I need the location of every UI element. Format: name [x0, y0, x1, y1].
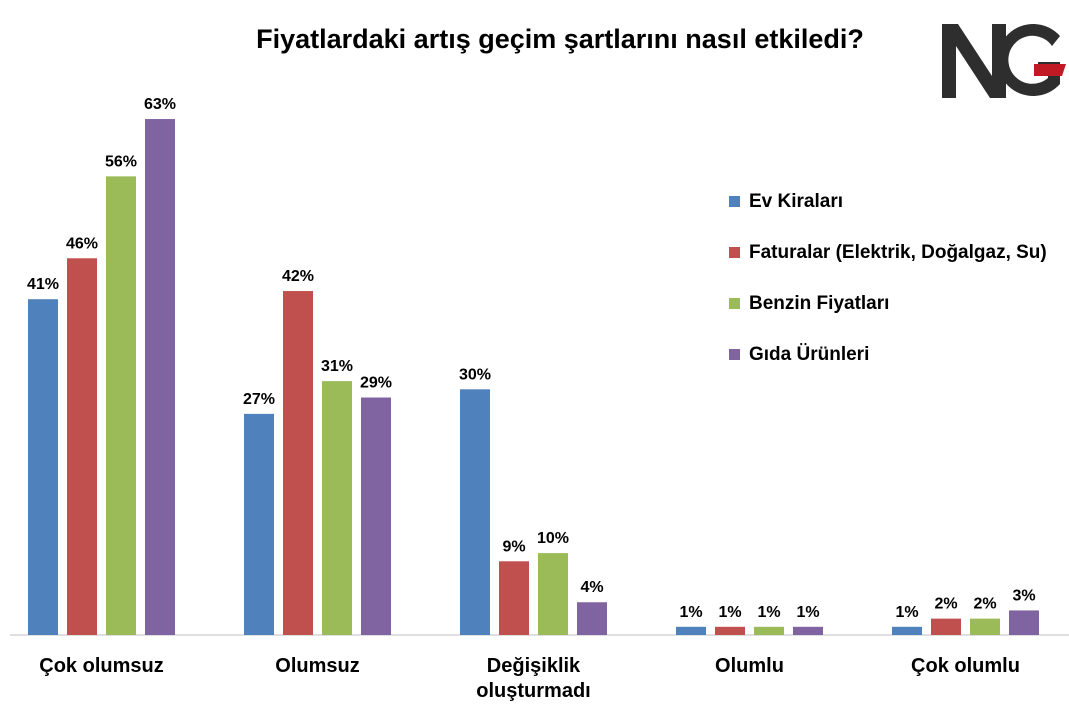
bar-ev-kiralari-cok-olumsuz — [28, 299, 58, 635]
bar-benzin-fiyatlari-olumlu — [754, 626, 784, 635]
data-label: 2% — [934, 596, 957, 613]
ng-logo — [942, 24, 1066, 98]
bar-ev-kiralari-olumlu — [676, 626, 706, 635]
category-label: Olumsuz — [275, 655, 359, 677]
data-label: 1% — [679, 604, 702, 621]
data-label: 1% — [718, 604, 741, 621]
data-label: 56% — [105, 153, 137, 170]
legend: Ev Kiraları Faturalar (Elektrik, Doğalgaz… — [729, 176, 1047, 380]
legend-item: Benzin Fiyatları — [729, 278, 1047, 329]
bar-ev-kiralari-degisiklik-olusturmadi — [460, 389, 490, 635]
data-label: 2% — [973, 596, 996, 613]
bar-gida-urunleri-degisiklik-olusturmadi — [577, 602, 607, 635]
bar-gida-urunleri-cok-olumlu — [1009, 610, 1039, 635]
bar-faturalar-elektrik-dogalgaz-su-olumsuz — [283, 291, 313, 635]
bar-gida-urunleri-olumlu — [793, 626, 823, 635]
legend-swatch — [729, 247, 740, 258]
category-label: Değişiklik oluşturmadı — [476, 655, 590, 702]
bar-benzin-fiyatlari-cok-olumlu — [970, 618, 1000, 635]
category-label: Çok olumlu — [911, 655, 1020, 677]
bar-faturalar-elektrik-dogalgaz-su-olumlu — [715, 626, 745, 635]
data-label: 42% — [282, 268, 314, 285]
bar-benzin-fiyatlari-olumsuz — [322, 381, 352, 635]
data-label: 63% — [144, 96, 176, 113]
data-label: 31% — [321, 358, 353, 375]
legend-swatch — [729, 349, 740, 360]
bar-faturalar-elektrik-dogalgaz-su-cok-olumsuz — [67, 258, 97, 635]
chart-title: Fiyatlardaki artış geçim şartlarını nası… — [256, 24, 864, 54]
bar-faturalar-elektrik-dogalgaz-su-cok-olumlu — [931, 618, 961, 635]
bar-benzin-fiyatlari-degisiklik-olusturmadi — [538, 553, 568, 635]
legend-label: Gıda Ürünleri — [749, 343, 870, 365]
data-label: 9% — [502, 538, 525, 555]
legend-swatch — [729, 196, 740, 207]
bar-faturalar-elektrik-dogalgaz-su-degisiklik-olusturmadi — [499, 561, 529, 635]
data-label: 27% — [243, 391, 275, 408]
bar-ev-kiralari-olumsuz — [244, 413, 274, 635]
bar-ev-kiralari-cok-olumlu — [892, 626, 922, 635]
category-label: Çok olumsuz — [39, 655, 163, 677]
data-label: 46% — [66, 235, 98, 252]
data-label: 1% — [796, 604, 819, 621]
legend-item: Ev Kiraları — [729, 176, 1047, 227]
data-label: 4% — [580, 579, 603, 596]
data-label: 41% — [27, 276, 59, 293]
legend-label: Benzin Fiyatları — [749, 292, 890, 314]
data-label: 3% — [1012, 587, 1035, 604]
data-label: 30% — [459, 366, 491, 383]
category-label: Olumlu — [715, 655, 784, 677]
legend-swatch — [729, 298, 740, 309]
bar-gida-urunleri-cok-olumsuz — [145, 119, 175, 635]
legend-item: Faturalar (Elektrik, Doğalgaz, Su) — [729, 227, 1047, 278]
data-label: 29% — [360, 374, 392, 391]
bar-gida-urunleri-olumsuz — [361, 397, 391, 635]
legend-item: Gıda Ürünleri — [729, 329, 1047, 380]
legend-label: Ev Kiraları — [749, 190, 843, 212]
data-label: 10% — [537, 530, 569, 547]
legend-label: Faturalar (Elektrik, Doğalgaz, Su) — [749, 241, 1047, 263]
bar-benzin-fiyatlari-cok-olumsuz — [106, 176, 136, 636]
data-label: 1% — [895, 604, 918, 621]
data-label: 1% — [757, 604, 780, 621]
